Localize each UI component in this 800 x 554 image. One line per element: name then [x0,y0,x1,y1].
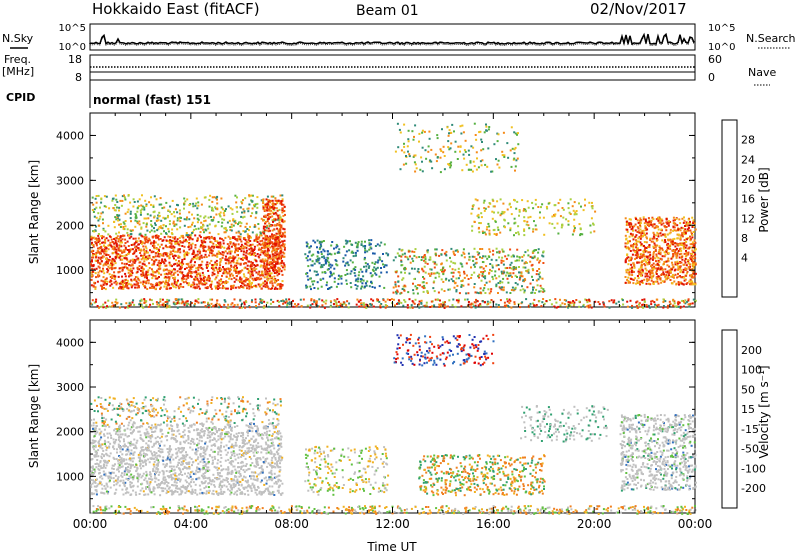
cpid-value: normal (fast) 151 [93,93,211,107]
colorbar-tick-label: 8 [741,232,748,245]
velocity-ylabel: Slant Range [km] [27,364,41,468]
colorbar-tick-label: 15 [741,403,755,416]
station-title: Hokkaido East (fitACF) [92,0,260,18]
noise-sky-line [89,32,695,46]
scatter-cells [90,333,697,515]
cpid-label: CPID [6,91,35,104]
xtick-label: 00:00 [73,517,108,531]
colorbar-tick-label: 16 [741,193,755,206]
power-colorbar-label: Power [dB] [757,167,771,232]
nave-label: Nave [748,66,776,79]
power-colorbar: 28 24 20 16 12 8 4 [721,119,755,298]
noise-strip: N.Sky 10^5 10^0 10^5 10^0 N.Search [2,23,796,53]
ytick-label: 4000 [56,336,84,349]
colorbar-tick-label: -100 [741,462,766,475]
velocity-colorbar: 200 100 50 15 -15 -50 -100 -200 [721,329,766,509]
colorbar-tick-label: 28 [741,134,755,147]
colorbar-tick-label: 4 [741,252,748,265]
xtick-label: 20:00 [577,517,612,531]
ytick-label: 1000 [56,264,84,277]
nsky-label: N.Sky [2,32,34,45]
noise-search-line [89,35,695,47]
colorbar-tick-label: 200 [741,344,762,357]
colorbar-tick-label: 20 [741,173,755,186]
nave-tick-bottom: 0 [708,71,715,84]
ytick-label: 2000 [56,219,84,232]
velocity-colorbar-label: Velocity [m s⁻¹] [757,365,771,458]
colorbar-tick-label: 12 [741,212,755,225]
scatter-cells [90,122,697,309]
noise-tick-bottom-left: 10^0 [59,42,86,53]
ytick-label: 3000 [56,174,84,187]
power-panel: 1000 2000 3000 4000 [56,112,697,309]
ytick-label: 4000 [56,129,84,142]
ytick-label: 2000 [56,426,84,439]
freq-tick-top: 18 [68,53,82,66]
colorbar-tick-label: 24 [741,153,755,166]
nsearch-label: N.Search [746,32,796,45]
freq-unit: [MHz] [2,65,34,78]
xtick-label: 12:00 [375,517,410,531]
freq-label: Freq. [4,53,31,66]
ytick-label: 1000 [56,470,84,483]
noise-tick-top-left: 10^5 [59,23,86,34]
colorbar-tick-label: -50 [741,443,759,456]
power-ylabel: Slant Range [km] [27,160,41,264]
beam-title: Beam 01 [356,3,419,19]
freq-tick-bottom: 8 [75,71,82,84]
noise-tick-top-right: 10^5 [708,23,735,34]
xtick-label: 04:00 [174,517,209,531]
xtick-label: 08:00 [274,517,309,531]
noise-tick-bottom-right: 10^0 [708,42,735,53]
xtick-label: 00:00 [678,517,713,531]
colorbar-tick-label: -15 [741,423,759,436]
xtick-label: 16:00 [476,517,511,531]
colorbar-tick-label: -200 [741,482,766,495]
ytick-label: 3000 [56,381,84,394]
colorbar-tick-label: 100 [741,364,762,377]
nave-tick-top: 60 [708,53,722,66]
date-title: 02/Nov/2017 [590,0,687,18]
colorbar-tick-label: 50 [741,383,755,396]
time-xlabel: Time UT [366,540,417,554]
velocity-panel: 1000 2000 3000 4000 00:00 04:00 08:00 12:00 16:0… [56,319,713,531]
frequency-strip: Freq. [MHz] 18 8 60 0 Nave CPID normal (… [2,53,776,108]
